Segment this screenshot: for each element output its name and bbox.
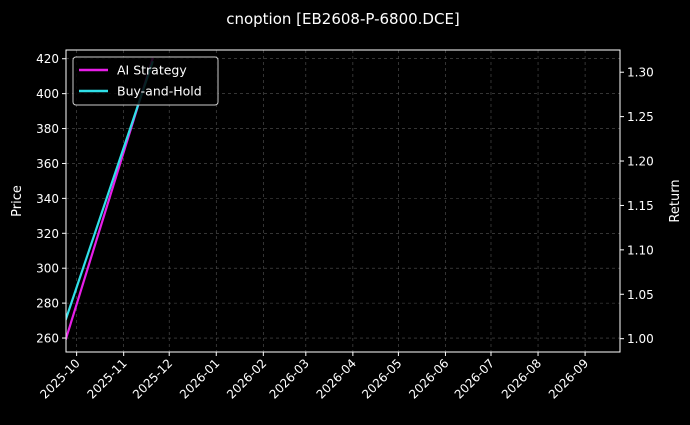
y-tick-label: 300 <box>36 262 59 276</box>
legend-box <box>72 56 219 106</box>
legend-label-buy-and-hold: Buy-and-Hold <box>117 84 202 99</box>
y2-tick-label: 1.20 <box>627 155 654 169</box>
legend-label-ai-strategy: AI Strategy <box>117 63 187 78</box>
y2-tick-label: 1.10 <box>627 243 654 257</box>
y-tick-label: 420 <box>36 52 59 66</box>
y2-tick-label: 1.25 <box>627 110 654 124</box>
y-tick-label: 280 <box>36 297 59 311</box>
chart-title: cnoption [EB2608-P-6800.DCE] <box>226 10 460 28</box>
y-tick-label: 320 <box>36 227 59 241</box>
y2-tick-label: 1.15 <box>627 199 654 213</box>
y-tick-label: 360 <box>36 157 59 171</box>
y2-tick-label: 1.30 <box>627 66 654 80</box>
y-tick-label: 380 <box>36 122 59 136</box>
y-axis-label: Price <box>10 185 25 217</box>
y-tick-label: 260 <box>36 332 59 346</box>
y-tick-label: 340 <box>36 192 59 206</box>
y2-tick-label: 1.00 <box>627 332 654 346</box>
y2-axis-label: Return <box>668 179 683 222</box>
y2-tick-label: 1.05 <box>627 288 654 302</box>
legend: AI Strategy Buy-and-Hold <box>72 56 219 106</box>
y-tick-label: 400 <box>36 87 59 101</box>
plot-area-frame <box>65 49 621 353</box>
